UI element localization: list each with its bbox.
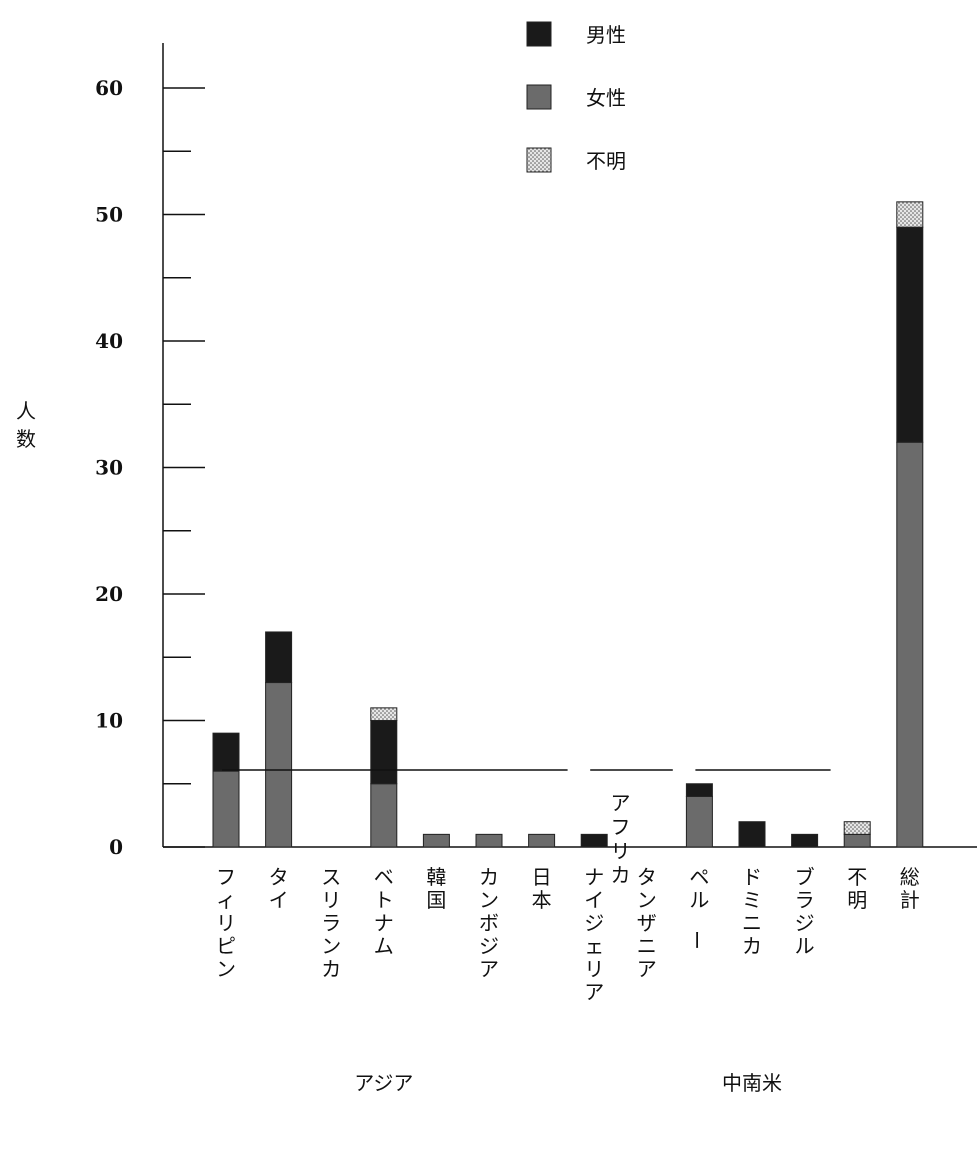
bar-segment	[212, 732, 240, 772]
x-tick-label: カンボジア	[479, 865, 499, 981]
x-tick-label: ナイジェリア	[584, 865, 604, 1004]
bar-segment	[896, 226, 924, 443]
bar-segment	[896, 441, 924, 848]
bar-segment	[896, 201, 924, 228]
group-label: アフリカ	[611, 791, 631, 887]
y-axis-label-char-2: 数	[16, 427, 36, 451]
bar-segment	[475, 833, 503, 848]
bar-segment	[738, 821, 766, 848]
bar-segment	[370, 720, 398, 785]
bar-segment	[685, 783, 713, 797]
x-tick-label: ブラジル	[795, 865, 815, 958]
y-axis: 0 10 20 30 40 50 60	[95, 43, 205, 859]
legend-swatch	[526, 84, 552, 110]
bar-segment	[370, 783, 398, 848]
x-tick-label: 韓国	[426, 865, 446, 912]
x-tick-label: 総計	[900, 865, 920, 912]
bar-segment	[843, 833, 871, 848]
x-tick-label: 不明	[847, 865, 867, 912]
x-tick-label: 日本	[532, 865, 552, 912]
y-tick-label: 60	[95, 76, 123, 100]
bar-segment	[265, 682, 293, 848]
x-tick-label: ベトナム	[374, 865, 394, 958]
y-tick-label: 10	[95, 709, 123, 733]
bar-segment	[422, 833, 450, 848]
legend-label: 男性	[586, 23, 626, 47]
y-axis-label-char-1: 人	[16, 399, 36, 423]
legend-swatch	[526, 21, 552, 47]
bar-segment	[528, 833, 556, 848]
bar-segment	[212, 770, 240, 848]
y-tick-label: 0	[109, 835, 123, 859]
y-tick-label: 30	[95, 456, 123, 480]
x-tick-label: タイ	[269, 865, 289, 912]
bar-segment	[370, 707, 398, 721]
x-tick-label: ペルー	[684, 865, 709, 950]
x-tick-label: タンザニア	[637, 865, 657, 981]
bar-segment	[791, 833, 819, 848]
bar-segment	[580, 833, 608, 848]
bar-segment	[843, 821, 871, 835]
y-tick-label: 40	[95, 329, 123, 353]
bar-segment	[265, 631, 293, 684]
legend-label: 不明	[586, 149, 626, 173]
y-tick-label: 20	[95, 582, 123, 606]
y-tick-label: 50	[95, 203, 123, 227]
bar-segment	[685, 795, 713, 848]
x-tick-label: フィリピン	[216, 865, 236, 981]
bars	[212, 201, 924, 848]
legend-swatch	[526, 147, 552, 173]
x-tick-label: スリランカ	[321, 865, 341, 981]
category-labels: フィリピン タイ スリランカ ベトナム 韓国 カンボジア 日本 ナイジェリア タンザニア ペルー ド…	[216, 865, 920, 1004]
group-label: アジア	[354, 1071, 413, 1095]
group-label: 中南米	[722, 1071, 782, 1095]
legend-label: 女性	[586, 86, 626, 110]
x-tick-label: ドミニカ	[742, 865, 762, 958]
